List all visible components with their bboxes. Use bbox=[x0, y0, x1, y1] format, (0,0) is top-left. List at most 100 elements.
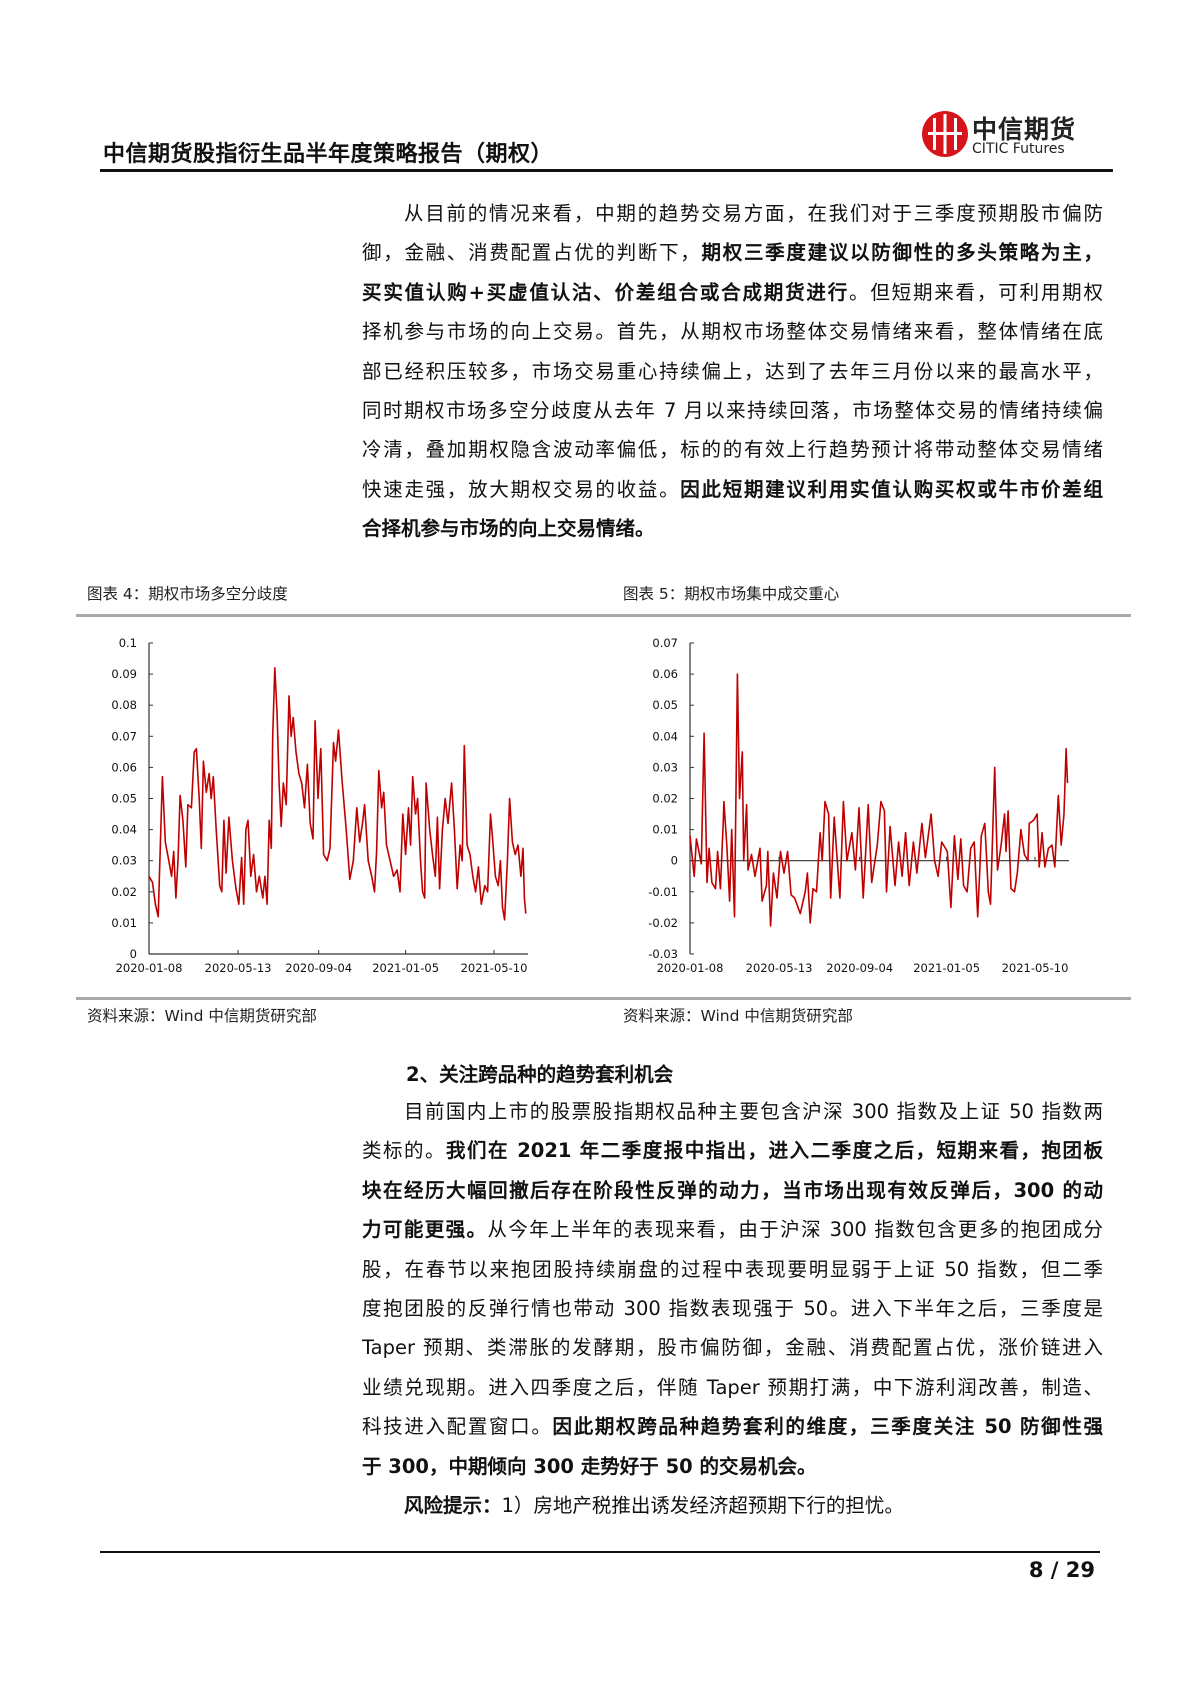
text-line: 于 300，中期倾向 300 走势好于 50 的交易机会。 bbox=[362, 1447, 1103, 1486]
footer-divider bbox=[100, 1551, 1100, 1553]
y-tick-label: 0.06 bbox=[111, 760, 137, 774]
figure-4-title: 图表 4：期权市场多空分歧度 bbox=[87, 585, 288, 603]
y-tick-label: 0.06 bbox=[652, 667, 678, 681]
x-tick-label: 2021-01-05 bbox=[372, 961, 439, 975]
text: 冷清，叠加期权隐含波动率偏低，标的的有效上行趋势预计将带动整体交易情绪 bbox=[362, 438, 1103, 462]
header-divider bbox=[100, 169, 1113, 172]
y-tick-label: 0.01 bbox=[111, 916, 137, 930]
text: 类标的。 bbox=[362, 1139, 446, 1163]
text: 业绩兑现期。进入四季度之后，伴随 Taper 预期打满，中下游利润改善，制造、 bbox=[362, 1375, 1103, 1399]
y-tick-label: 0.04 bbox=[111, 823, 137, 837]
x-tick-label: 2021-01-05 bbox=[913, 961, 980, 975]
text-line: 力可能更强。从今年上半年的表现来看，由于沪深 300 指数包含更多的抱团成分 bbox=[362, 1210, 1103, 1249]
text-line: 御，金融、消费配置占优的判断下，期权三季度建议以防御性的多头策略为主， bbox=[362, 233, 1103, 272]
y-tick-label: 0.08 bbox=[111, 698, 137, 712]
y-tick-label: -0.01 bbox=[648, 885, 678, 899]
data-series-line bbox=[148, 667, 527, 921]
logo-text-en: CITIC Futures bbox=[972, 141, 1065, 157]
x-tick-label: 2020-01-08 bbox=[116, 961, 183, 975]
x-tick-label: 2020-01-08 bbox=[657, 961, 724, 975]
y-tick-label: 0.02 bbox=[111, 885, 137, 899]
text-line: 业绩兑现期。进入四季度之后，伴随 Taper 预期打满，中下游利润改善，制造、 bbox=[362, 1368, 1103, 1407]
page-number: 8 / 29 bbox=[1028, 1558, 1095, 1582]
text-line: 买实值认购+买虚值认沽、价差组合或合成期货进行。但短期来看，可利用期权 bbox=[362, 273, 1103, 312]
report-title: 中信期货股指衍生品半年度策略报告（期权） bbox=[103, 142, 554, 167]
text-line: 目前国内上市的股票股指期权品种主要包含沪深 300 指数及上证 50 指数两 bbox=[362, 1092, 1103, 1131]
text: 。但短期来看，可利用期权 bbox=[849, 280, 1103, 304]
text-line: 度抱团股的反弹行情也带动 300 指数表现强于 50。进入下半年之后，三季度是 bbox=[362, 1289, 1103, 1328]
chart-long-short-divergence: 0.1 0.09 0.08 0.07 0.06 0.05 0.04 0.03 0.02 0.01 0… bbox=[111, 636, 528, 975]
bold-text: 风险提示： bbox=[404, 1493, 502, 1517]
y-tick-label: 0.05 bbox=[652, 698, 678, 712]
paragraph-options-strategy: 从目前的情况来看，中期的趋势交易方面，在我们对于三季度预期股市偏防御，金融、消费… bbox=[362, 194, 1103, 549]
bold-text: 期权三季度建议以防御性的多头策略为主， bbox=[701, 241, 1103, 265]
text: 1）房地产税推出诱发经济超预期下行的担忧。 bbox=[501, 1493, 904, 1517]
text-line: 合择机参与市场的向上交易情绪。 bbox=[362, 509, 1103, 548]
chart-trading-center-of-gravity: 0.07 0.06 0.05 0.04 0.03 0.02 0.01 0 -0.01 -0.02 -… bbox=[648, 636, 1069, 975]
bold-text: 因此期权跨品种趋势套利的维度，三季度关注 50 防御性强 bbox=[552, 1415, 1103, 1439]
paragraph-cross-product-arbitrage: 目前国内上市的股票股指期权品种主要包含沪深 300 指数及上证 50 指数两类标… bbox=[362, 1092, 1103, 1525]
section-2-heading: 2、关注跨品种的趋势套利机会 bbox=[406, 1063, 674, 1086]
y-tick-label: 0.04 bbox=[652, 729, 678, 743]
logo-text-cn: 中信期货 bbox=[972, 115, 1077, 144]
y-tick-label: 0.07 bbox=[652, 636, 678, 650]
y-tick-label: 0.09 bbox=[111, 667, 137, 681]
bold-text: 合择机参与市场的向上交易情绪。 bbox=[362, 517, 655, 541]
y-tick-label: 0.07 bbox=[111, 729, 137, 743]
x-tick-label: 2020-05-13 bbox=[746, 961, 813, 975]
figure-5-source: 资料来源：Wind 中信期货研究部 bbox=[623, 1007, 853, 1025]
bold-text: 买实值认购+买虚值认沽、价差组合或合成期货进行 bbox=[362, 280, 850, 304]
figure-top-divider bbox=[76, 614, 1131, 617]
y-tick-label: 0.05 bbox=[111, 792, 137, 806]
bold-text: 因此短期建议利用实值认购买权或牛市价差组 bbox=[680, 477, 1103, 501]
text: 从目前的情况来看，中期的趋势交易方面，在我们对于三季度预期股市偏防 bbox=[404, 202, 1103, 225]
x-tick-label: 2020-09-04 bbox=[285, 961, 352, 975]
text: 御，金融、消费配置占优的判断下， bbox=[362, 241, 702, 265]
text: 科技进入配置窗口。 bbox=[362, 1415, 553, 1439]
y-tick-label: 0.1 bbox=[119, 636, 137, 650]
text-line: 快速走强，放大期权交易的收益。因此短期建议利用实值认购买权或牛市价差组 bbox=[362, 470, 1103, 509]
citic-logo-icon bbox=[922, 111, 968, 157]
text-line: 类标的。我们在 2021 年二季度报中指出，进入二季度之后，短期来看，抱团板 bbox=[362, 1131, 1103, 1170]
citic-futures-logo: 中信期货 CITIC Futures bbox=[920, 108, 1100, 164]
bold-text: 力可能更强。 bbox=[362, 1218, 488, 1242]
y-tick-label: 0.03 bbox=[111, 854, 137, 868]
y-tick-label: -0.03 bbox=[648, 947, 678, 961]
bold-text: 我们在 2021 年二季度报中指出，进入二季度之后，短期来看，抱团板 bbox=[445, 1139, 1103, 1163]
y-tick-label: 0.03 bbox=[652, 760, 678, 774]
text: 目前国内上市的股票股指期权品种主要包含沪深 300 指数及上证 50 指数两 bbox=[404, 1100, 1103, 1123]
y-tick-label: 0.01 bbox=[652, 823, 678, 837]
charts-canvas: 0.10.090.080.070.060.050.040.030.020.010… bbox=[111, 636, 1069, 975]
text: 同时期权市场多空分歧度从去年 7 月以来持续回落，市场整体交易的情绪持续偏 bbox=[362, 398, 1103, 422]
y-tick-label: 0.02 bbox=[652, 792, 678, 806]
y-tick-label: 0 bbox=[130, 947, 137, 961]
x-tick-label: 2021-05-10 bbox=[1002, 961, 1069, 975]
text-line: 冷清，叠加期权隐含波动率偏低，标的的有效上行趋势预计将带动整体交易情绪 bbox=[362, 430, 1103, 469]
x-tick-label: 2020-09-04 bbox=[826, 961, 893, 975]
text: 快速走强，放大期权交易的收益。 bbox=[362, 477, 681, 501]
text: 从今年上半年的表现来看，由于沪深 300 指数包含更多的抱团成分 bbox=[487, 1218, 1103, 1242]
y-tick-label: -0.02 bbox=[648, 916, 678, 930]
text: 择机参与市场的向上交易。首先，从期权市场整体交易情绪来看，整体情绪在底 bbox=[362, 320, 1103, 344]
figure-bottom-divider bbox=[76, 997, 1131, 1000]
text-line: 科技进入配置窗口。因此期权跨品种趋势套利的维度，三季度关注 50 防御性强 bbox=[362, 1407, 1103, 1446]
text-line: Taper 预期、类滞胀的发酵期，股市偏防御，金融、消费配置占优，涨价链进入 bbox=[362, 1328, 1103, 1367]
figure-4-source: 资料来源：Wind 中信期货研究部 bbox=[87, 1007, 317, 1025]
data-series-line bbox=[689, 673, 1069, 927]
text: Taper 预期、类滞胀的发酵期，股市偏防御，金融、消费配置占优，涨价链进入 bbox=[362, 1336, 1103, 1360]
text-line: 部已经积压较多，市场交易重心持续偏上，达到了去年三月份以来的最高水平， bbox=[362, 352, 1103, 391]
figure-5-title: 图表 5：期权市场集中成交重心 bbox=[623, 585, 840, 603]
bold-text: 于 300，中期倾向 300 走势好于 50 的交易机会。 bbox=[362, 1454, 817, 1478]
text-line: 择机参与市场的向上交易。首先，从期权市场整体交易情绪来看，整体情绪在底 bbox=[362, 312, 1103, 351]
text: 部已经积压较多，市场交易重心持续偏上，达到了去年三月份以来的最高水平， bbox=[362, 359, 1103, 383]
y-tick-label: 0 bbox=[671, 854, 678, 868]
text-line: 块在经历大幅回撤后存在阶段性反弹的动力，当市场出现有效反弹后，300 的动 bbox=[362, 1171, 1103, 1210]
text-line: 从目前的情况来看，中期的趋势交易方面，在我们对于三季度预期股市偏防 bbox=[362, 194, 1103, 233]
text-line: 风险提示：1）房地产税推出诱发经济超预期下行的担忧。 bbox=[362, 1486, 1103, 1525]
text: 股，在春节以来抱团股持续崩盘的过程中表现要明显弱于上证 50 指数，但二季 bbox=[362, 1257, 1103, 1281]
text-line: 股，在春节以来抱团股持续崩盘的过程中表现要明显弱于上证 50 指数，但二季 bbox=[362, 1250, 1103, 1289]
x-tick-label: 2021-05-10 bbox=[461, 961, 528, 975]
text: 度抱团股的反弹行情也带动 300 指数表现强于 50。进入下半年之后，三季度是 bbox=[362, 1296, 1103, 1320]
x-tick-label: 2020-05-13 bbox=[205, 961, 272, 975]
bold-text: 块在经历大幅回撤后存在阶段性反弹的动力，当市场出现有效反弹后，300 的动 bbox=[362, 1178, 1103, 1202]
